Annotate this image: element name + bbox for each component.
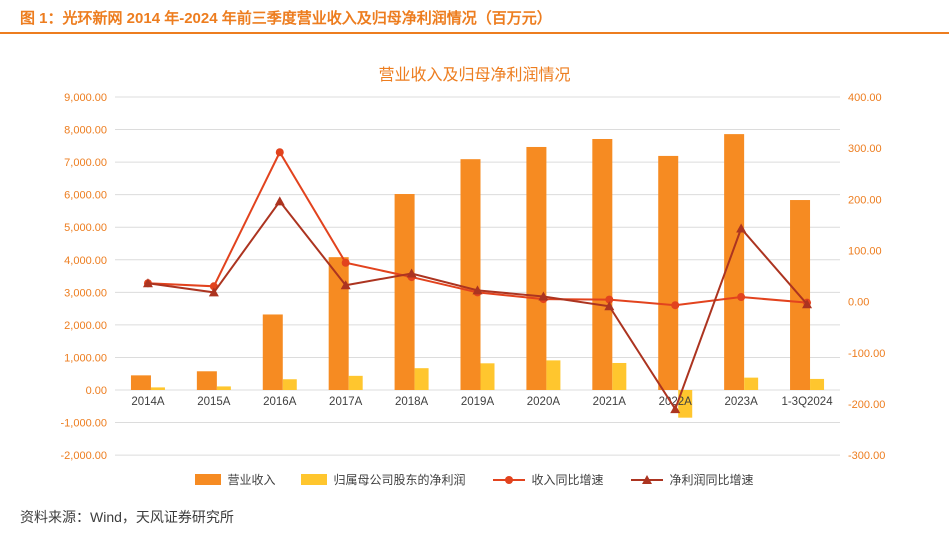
right-axis-tick: -200.00 — [848, 399, 885, 411]
figure-caption: 图 1：光环新网 2014 年-2024 年前三季度营业收入及归母净利润情况（百… — [20, 10, 552, 27]
revenue-growth-marker — [671, 301, 680, 310]
net-profit-bar — [414, 368, 429, 390]
chart-title: 营业收入及归母净利润情况 — [378, 67, 571, 84]
left-axis-tick: 3,000.00 — [64, 287, 107, 299]
net-profit-growth-marker — [802, 299, 813, 309]
revenue-bar — [130, 375, 151, 390]
net-profit-bar — [216, 386, 231, 390]
revenue-bar — [196, 371, 217, 390]
chart-legend: 营业收入 归属母公司股东的净利润 收入同比增速 净利润同比增速 — [0, 471, 949, 488]
revenue-growth-marker — [275, 148, 284, 157]
revenue-bar — [526, 146, 547, 390]
legend-item-net-profit: 归属母公司股东的净利润 — [301, 471, 466, 488]
revenue-growth-marker — [737, 293, 746, 302]
revenue-bar — [262, 314, 283, 390]
combo-chart: -2,000.00 -1,000.00 0.00 1,000.00 2,000.00 3,… — [61, 92, 886, 462]
legend-swatch-revenue — [195, 474, 222, 485]
left-axis-tick: -1,000.00 — [61, 418, 107, 430]
left-axis-tick: -2,000.00 — [61, 450, 107, 462]
x-axis-label: 2021A — [593, 396, 627, 408]
revenue-bar — [460, 159, 481, 390]
net-profit-bar — [546, 360, 561, 390]
left-axis-tick: 9,000.00 — [64, 92, 107, 104]
net-profit-bar — [282, 379, 297, 390]
net-profit-bar — [150, 387, 165, 390]
revenue-bar — [724, 134, 745, 390]
net-profit-growth-marker — [340, 280, 351, 290]
legend-label-net-profit: 归属母公司股东的净利润 — [333, 473, 466, 487]
net-profit-bar — [612, 362, 627, 390]
revenue-bar — [592, 138, 613, 390]
x-axis-label: 2017A — [329, 396, 363, 408]
revenue-bar — [394, 194, 415, 390]
net-profit-bar — [348, 375, 363, 390]
revenue-growth-marker — [341, 258, 350, 267]
right-axis-tick: 200.00 — [848, 194, 882, 206]
legend-item-net-profit-growth: 净利润同比增速 — [630, 471, 754, 488]
right-axis-tick: 100.00 — [848, 245, 882, 257]
right-axis-tick: 400.00 — [848, 92, 882, 104]
legend-label-revenue: 营业收入 — [227, 473, 276, 487]
x-axis-label: 2019A — [461, 396, 495, 408]
legend-label-net-profit-growth: 净利润同比增速 — [669, 473, 754, 487]
legend-item-revenue-growth: 收入同比增速 — [492, 471, 604, 488]
net-profit-growth-marker — [472, 285, 483, 295]
net-profit-growth-marker — [538, 291, 549, 301]
net-profit-growth-marker — [208, 287, 219, 297]
x-axis-label: 2015A — [197, 396, 231, 408]
x-axis-label: 1-3Q2024 — [781, 396, 833, 408]
x-axis-label: 2022A — [659, 396, 693, 408]
net-profit-growth-marker — [604, 301, 615, 311]
legend-swatch-revenue-growth — [492, 475, 525, 484]
revenue-bar — [658, 155, 679, 390]
right-axis-tick: -100.00 — [848, 348, 885, 360]
left-axis-tick: 6,000.00 — [64, 190, 107, 202]
right-axis-tick: -300.00 — [848, 450, 885, 462]
x-axis-label: 2020A — [527, 396, 561, 408]
x-axis-label: 2023A — [725, 396, 759, 408]
net-profit-bar — [678, 390, 693, 418]
revenue-growth-marker — [605, 295, 614, 304]
x-axis-label: 2018A — [395, 396, 429, 408]
left-axis-tick: 7,000.00 — [64, 157, 107, 169]
x-axis-label: 2016A — [263, 396, 297, 408]
net-profit-bar — [744, 377, 759, 390]
net-profit-bar — [810, 378, 825, 390]
right-axis-tick: 300.00 — [848, 143, 882, 155]
x-axis-label: 2014A — [131, 396, 165, 408]
revenue-bar — [328, 257, 349, 390]
legend-label-revenue-growth: 收入同比增速 — [531, 473, 604, 487]
left-axis-tick: 4,000.00 — [64, 255, 107, 267]
left-axis-tick: 1,000.00 — [64, 352, 107, 364]
source-note: 资料来源：Wind，天风证券研究所 — [20, 509, 234, 525]
legend-swatch-net-profit-growth — [630, 474, 663, 484]
net-profit-growth-marker — [406, 268, 417, 278]
left-axis-tick: 8,000.00 — [64, 125, 107, 137]
net-profit-bar — [480, 363, 495, 390]
left-axis-tick: 0.00 — [86, 385, 107, 397]
left-axis-tick: 2,000.00 — [64, 320, 107, 332]
left-axis-tick: 5,000.00 — [64, 222, 107, 234]
net-profit-growth-marker — [670, 404, 681, 414]
net-profit-growth-marker — [736, 223, 747, 233]
net-profit-growth-marker — [142, 278, 153, 288]
accent-divider — [0, 32, 949, 34]
right-axis-tick: 0.00 — [848, 297, 869, 309]
legend-swatch-net-profit — [301, 474, 328, 485]
net-profit-growth-marker — [274, 196, 285, 206]
legend-item-revenue: 营业收入 — [195, 471, 275, 488]
